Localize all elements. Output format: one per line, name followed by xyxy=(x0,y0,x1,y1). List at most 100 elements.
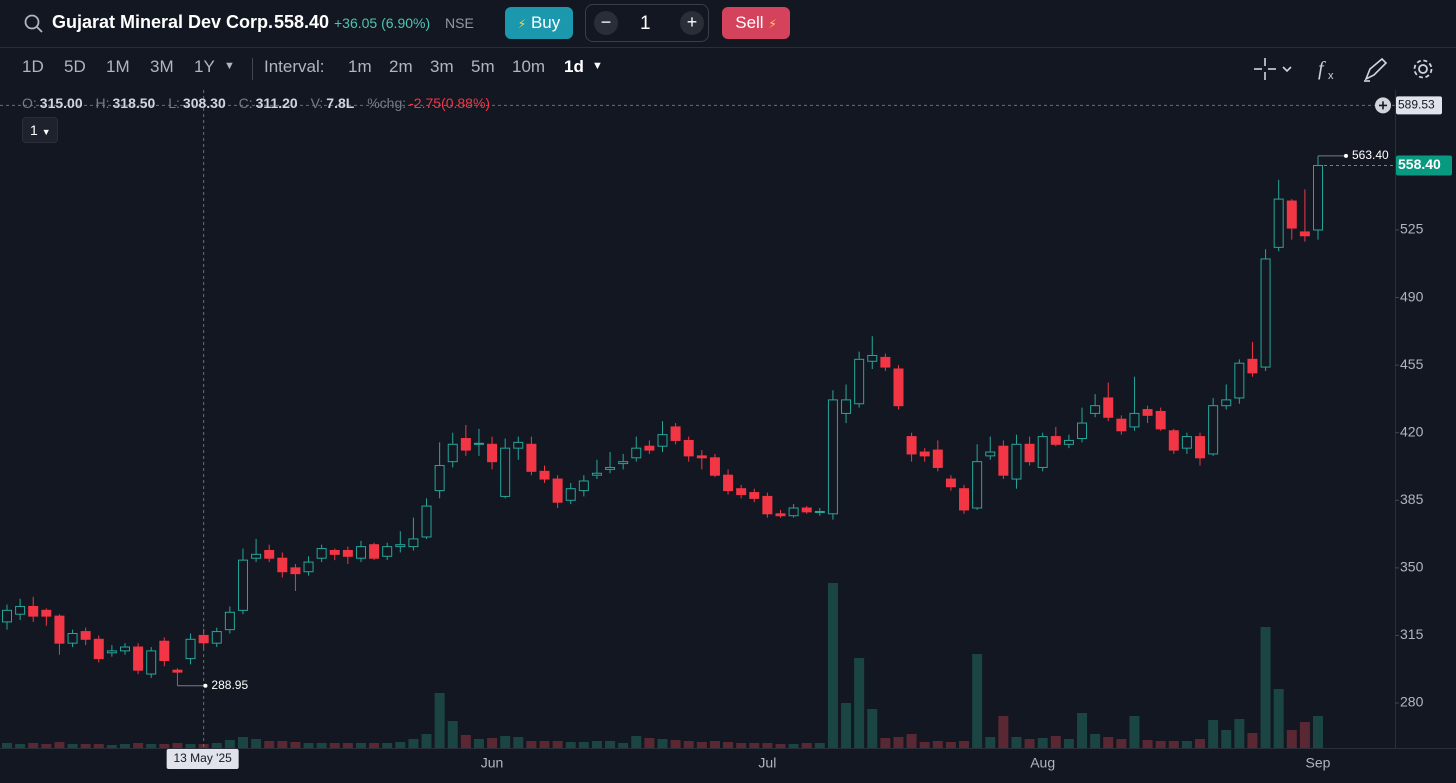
candle xyxy=(526,436,537,476)
candle xyxy=(1116,415,1127,435)
candle xyxy=(1234,359,1245,404)
candle xyxy=(1103,382,1114,422)
y-tick-label: 490 xyxy=(1400,288,1424,304)
volume-bar xyxy=(893,737,904,748)
candle-body xyxy=(1260,258,1271,368)
volume-bar xyxy=(985,737,996,748)
legend-value: 308.30 xyxy=(182,95,226,111)
candle-body xyxy=(487,443,498,463)
candle xyxy=(264,544,275,563)
candle xyxy=(500,438,511,499)
interval-dropdown[interactable]: ▼ xyxy=(592,60,603,72)
settings-tool[interactable] xyxy=(1413,59,1433,79)
volume-bar xyxy=(1090,734,1101,748)
candle-body xyxy=(434,465,445,492)
candle-body xyxy=(447,443,458,463)
candle xyxy=(2,604,12,630)
candle xyxy=(1260,249,1271,371)
candle-body xyxy=(670,426,681,441)
y-tick-label: 385 xyxy=(1400,491,1424,507)
candle xyxy=(198,628,209,649)
header-bar: Gujarat Mineral Dev Corp. 558.40 +36.05 … xyxy=(0,0,1456,48)
quantity[interactable]: 1 xyxy=(640,13,651,34)
candle-body xyxy=(1168,430,1179,451)
candle-body xyxy=(683,439,694,457)
candle-body xyxy=(1116,418,1127,432)
last-price-label: 558.40 xyxy=(1398,156,1441,172)
volume-bar xyxy=(631,736,642,748)
candle xyxy=(932,440,943,472)
range-1y[interactable]: 1Y xyxy=(194,57,215,76)
candle-body xyxy=(146,650,157,675)
volume-bar xyxy=(972,654,983,748)
candle-body xyxy=(972,461,983,509)
candle-body xyxy=(1195,436,1206,459)
volume-bar xyxy=(906,734,917,748)
candle xyxy=(487,436,498,470)
range-1m[interactable]: 1M xyxy=(106,57,130,76)
volume-bar xyxy=(1103,737,1114,748)
volume-bar xyxy=(15,744,26,748)
volume-bar xyxy=(919,742,930,748)
candle xyxy=(854,351,865,408)
decrease-button[interactable]: − xyxy=(594,11,618,35)
candle-body xyxy=(1313,164,1323,231)
range-1d[interactable]: 1D xyxy=(22,57,44,76)
candle-body xyxy=(552,478,563,503)
volume-bar xyxy=(1168,741,1179,748)
range-5d[interactable]: 5D xyxy=(64,57,86,76)
candle xyxy=(552,475,563,509)
candle-body xyxy=(605,466,616,470)
interval-2m[interactable]: 2m xyxy=(389,57,413,76)
range-dropdown[interactable]: ▼ xyxy=(224,60,235,72)
candle xyxy=(1273,179,1284,252)
candle xyxy=(408,517,419,551)
y-tick-label: 525 xyxy=(1400,221,1424,237)
buy-button[interactable]: ⚡ Buy xyxy=(505,7,573,39)
candle xyxy=(133,643,144,675)
sell-button[interactable]: Sell ⚡ xyxy=(722,7,790,39)
crosshair-tool[interactable] xyxy=(1254,58,1292,80)
legend-key: C: xyxy=(238,95,253,111)
candle xyxy=(670,423,681,445)
range-3m[interactable]: 3M xyxy=(150,57,174,76)
volume-bar xyxy=(1129,716,1140,748)
x-tick-label: Aug xyxy=(1030,755,1055,771)
candle xyxy=(945,475,956,491)
candle xyxy=(1090,394,1101,418)
interval-1d[interactable]: 1d xyxy=(564,57,584,76)
candle-body xyxy=(526,443,537,472)
x-tick-label: Jul xyxy=(758,755,776,771)
increase-button[interactable]: + xyxy=(680,11,704,35)
draw-tool[interactable] xyxy=(1364,57,1388,82)
volume-bar xyxy=(749,743,760,748)
candle xyxy=(251,538,262,563)
volume-bar xyxy=(54,742,65,748)
candle xyxy=(93,635,104,663)
search-icon[interactable] xyxy=(23,13,45,35)
candle xyxy=(513,436,524,460)
candle-body xyxy=(1181,436,1192,449)
volume-bar xyxy=(211,743,222,748)
y-tick-label: 315 xyxy=(1400,626,1424,642)
legend-value: 318.50 xyxy=(112,95,156,111)
volume-bar xyxy=(1299,722,1310,748)
instrument-name[interactable]: Gujarat Mineral Dev Corp. xyxy=(52,12,274,32)
candle-body xyxy=(618,461,629,465)
volume-bar xyxy=(382,743,393,748)
interval-10m[interactable]: 10m xyxy=(512,57,546,76)
candle-body xyxy=(657,434,668,447)
pane-selector[interactable]: 1 ▼ xyxy=(22,117,58,143)
volume-bar xyxy=(487,738,498,748)
candle xyxy=(434,442,445,499)
candle-body xyxy=(1050,436,1061,445)
interval-3m[interactable]: 3m xyxy=(430,57,454,76)
interval-5m[interactable]: 5m xyxy=(471,57,495,76)
candle-body xyxy=(54,615,65,644)
candle xyxy=(146,647,157,678)
volume-bar xyxy=(264,741,275,748)
interval-1m[interactable]: 1m xyxy=(348,57,372,76)
buy-label: Buy xyxy=(530,13,561,32)
